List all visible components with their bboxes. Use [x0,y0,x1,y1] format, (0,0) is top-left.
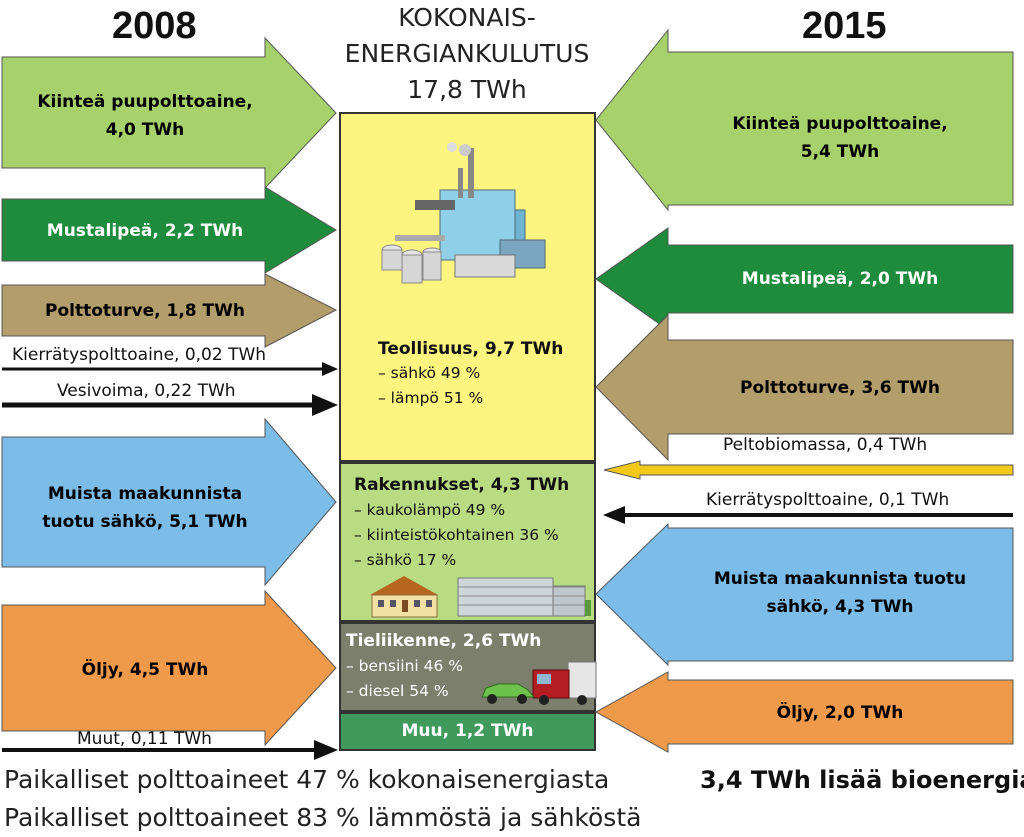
other-title: Muu, 1,2 TWh [401,721,534,741]
left-label-oil: Öljy, 4,5 TWh [81,660,209,680]
footer-note-2: Paikalliset polttoaineet 83 % lämmöstä j… [4,803,642,832]
left-label-wood: Kiinteä puupolttoaine, 4,0 TWh [10,86,280,146]
right-arrow-black-liquor [595,227,1014,331]
right-thin-label-recycled: Kierrätyspolttoaine, 0,1 TWh [706,490,950,510]
total-title-line2: ENERGIANKULUTUS [344,39,590,68]
factory-icon [381,142,546,284]
industry-text: Teollisuus, 9,7 TWh – sähkö 49 % – lämpö… [378,337,563,411]
right-label-wood-line2: 5,4 TWh [800,142,880,162]
total-title-line1: KOKONAIS- [398,3,536,32]
left-label-import-electricity: Muista maakunnista tuotu sähkö, 5,1 TWh [10,478,280,538]
buildings-item-district-heat: – kaukolämpö 49 % [354,501,506,519]
industry-item-electricity: – sähkö 49 % [378,364,481,382]
traffic-item-petrol: – bensiini 46 % [346,657,463,675]
year-left: 2008 [112,5,197,47]
left-label-wood-line2: 4,0 TWh [105,120,185,140]
left-label-wood-line1: Kiinteä puupolttoaine, [37,92,253,112]
left-label-import-line1: Muista maakunnista [47,484,243,504]
left-arrow-peat [1,273,338,348]
left-arrow-wood [1,36,337,190]
buildings-title: Rakennukset, 4,3 TWh [354,475,570,495]
right-arrow-peat [595,313,1014,462]
total-title-line3: 17,8 TWh [407,75,527,104]
right-arrow-oil [594,671,1014,753]
left-thin-label-recycled: Kierrätyspolttoaine, 0,02 TWh [12,345,267,365]
right-label-import-electricity: Muista maakunnista tuotu sähkö, 4,3 TWh [690,563,990,623]
traffic-text: Tieliikenne, 2,6 TWh – bensiini 46 % – d… [346,628,541,704]
right-label-import-line2: sähkö, 4,3 TWh [766,597,914,617]
traffic-title: Tieliikenne, 2,6 TWh [346,631,542,651]
total-consumption-title: KOKONAIS- ENERGIANKULUTUS 17,8 TWh [338,0,596,108]
left-label-peat: Polttoturve, 1,8 TWh [45,301,245,321]
left-arrow-black-liquor [1,186,337,274]
buildings-icon [370,576,591,618]
right-label-wood-line1: Kiinteä puupolttoaine, [732,114,948,134]
left-label-black-liquor: Mustalipeä, 2,2 TWh [46,221,244,241]
right-thin-arrowhead-recycled [603,506,625,524]
right-thin-label-fieldbiomass: Peltobiomassa, 0,4 TWh [723,435,928,455]
left-thin-arrowhead-other [314,740,338,760]
left-thin-arrowhead-recycled [322,362,338,376]
traffic-item-diesel: – diesel 54 % [346,682,449,700]
left-arrow-import-electricity [1,417,337,587]
right-label-black-liquor: Mustalipeä, 2,0 TWh [741,269,939,289]
right-label-import-line1: Muista maakunnista tuotu [713,569,967,589]
buildings-item-property: – kiinteistökohtainen 36 % [354,526,559,544]
left-arrow-oil [1,589,337,747]
left-thin-arrowhead-hydro [312,394,338,416]
right-arrow-import-electricity [595,522,1014,667]
buildings-item-electricity: – sähkö 17 % [354,551,457,569]
year-right: 2015 [802,5,887,47]
right-thin-arrow-fieldbiomass [603,460,1014,480]
right-label-wood: Kiinteä puupolttoaine, 5,4 TWh [690,108,990,168]
industry-item-heat: – lämpö 51 % [378,389,484,407]
left-label-import-line2: tuotu sähkö, 5,1 TWh [42,512,248,532]
buildings-text: Rakennukset, 4,3 TWh – kaukolämpö 49 % –… [354,472,569,573]
left-thin-label-other: Muut, 0,11 TWh [77,729,212,749]
footer-right-note: 3,4 TWh lisää bioenergiaa [700,766,1024,794]
right-arrow-wood [595,28,1014,212]
right-label-oil: Öljy, 2,0 TWh [776,703,904,723]
right-label-peat: Polttoturve, 3,6 TWh [740,378,940,398]
footer-note-1: Paikalliset polttoaineet 47 % kokonaisen… [4,765,610,794]
vehicles-icon [481,661,597,705]
industry-title: Teollisuus, 9,7 TWh [378,339,564,359]
left-thin-label-hydro: Vesivoima, 0,22 TWh [57,381,236,401]
